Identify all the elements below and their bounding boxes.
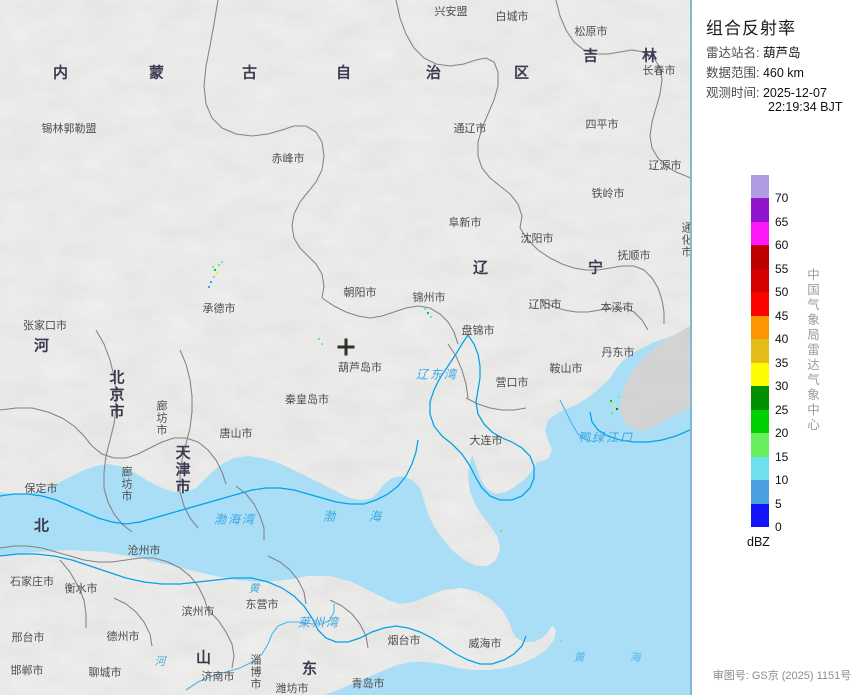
radar-echo-cell [210,281,212,283]
time-clock-value: 22:19:34 BJT [768,100,843,114]
colorbar-band-25 [751,409,769,434]
colorbar-band-5 [751,503,769,528]
colorbar-band-65 [751,221,769,246]
org-credit-char: 心 [807,418,821,432]
map-approval-number: 审图号: GS京 (2025) 1151号 [712,670,852,682]
colorbar-tick-35: 35 [775,355,789,370]
org-credit-char: 局 [807,328,821,342]
org-credit-char: 雷 [807,343,821,357]
radar-echo-cell [321,343,323,345]
page-title: 组合反射率 [706,19,796,38]
rivers [185,399,597,691]
radar-echo-cell [208,286,210,288]
info-panel: 组合反射率 雷达站名: 葫芦岛 数据范围: 460 km 观测时间: 2025-… [690,0,860,695]
radar-echo-cell [616,408,618,410]
radar-echo-cell [500,530,502,532]
radar-echo-cell [430,316,432,318]
radar-echo-cell [218,264,220,266]
colorbar-tick-50: 50 [775,285,789,300]
org-credit-char: 象 [807,388,821,402]
radar-echo-cell [618,396,620,398]
station-label: 雷达站名: [706,46,760,60]
range-label: 数据范围: [706,66,760,80]
radar-echo-cell [610,400,612,402]
radar-echo-cell [212,266,214,268]
colorbar-tick-65: 65 [775,214,789,229]
org-credit-char: 国 [807,283,821,297]
organization-credit: 中国气象局雷达气象中心 [804,268,824,433]
colorbar-tick-55: 55 [775,261,789,276]
colorbar-tick-40: 40 [775,332,789,347]
org-credit-char: 中 [807,268,821,282]
range-row: 数据范围: 460 km [706,62,804,81]
radar-echo-cell [214,269,216,271]
colorbar-tick-10: 10 [775,473,789,488]
colorbar-band-40 [751,339,769,364]
colorbar-tick-15: 15 [775,449,789,464]
org-credit-char: 达 [807,358,821,372]
colorbar-tick-60: 60 [775,238,789,253]
org-credit-char: 中 [807,403,821,417]
colorbar-band-10 [751,480,769,505]
colorbar-band-55 [751,268,769,293]
range-value: 460 km [762,66,804,80]
radar-echo-cell [216,272,218,274]
colorbar-band-30 [751,386,769,411]
colorbar-tick-25: 25 [775,402,789,417]
radar-echo-cell [427,312,429,314]
colorbar-band-15 [751,456,769,481]
colorbar-band-75 [751,175,769,199]
colorbar-band-45 [751,315,769,340]
org-credit-char: 气 [807,298,821,312]
radar-station-marker[interactable] [337,338,355,356]
station-row: 雷达站名: 葫芦岛 [706,42,800,61]
colorbar-tick-5: 5 [775,496,782,511]
radar-echo-cell [318,338,320,340]
colorbar-band-60 [751,245,769,270]
radar-echo-cell [213,276,215,278]
colorbar-tick-70: 70 [775,191,789,206]
colorbar-band-70 [751,198,769,223]
colorbar-band-20 [751,433,769,458]
radar-echo-cell [611,412,613,414]
colorbar-tick-30: 30 [775,379,789,394]
radar-echo-cell [424,308,426,310]
colorbar-band-35 [751,362,769,387]
time-label: 观测时间: [706,86,760,100]
reflectivity-colorbar: 70 65 60 55 50 45 40 35 30 25 20 15 10 5 0 [751,175,788,534]
colorbar-unit-label: dBZ [747,535,770,549]
radar-echo-cell [613,404,615,406]
time-row: 观测时间: 2025-12-07 [706,82,827,101]
colorbar-tick-45: 45 [775,308,789,323]
station-value: 葫芦岛 [762,46,801,60]
org-credit-char: 气 [807,373,821,387]
colorbar-band-50 [751,292,769,317]
org-credit-char: 象 [807,313,821,327]
colorbar-tick-0: 0 [775,520,782,534]
radar-echo-cell [221,261,223,263]
time-date-value: 2025-12-07 [762,86,827,100]
radar-echo-cell [560,640,562,642]
radar-map[interactable]: 内蒙古自治区吉林辽宁河北山东北京市 天津市 兴安盟 白城市 松原市 长春市 锡林郭勒盟 通辽市… [0,0,690,695]
province-boundaries [0,0,690,669]
time-clock-row: 22:19:34 BJT [768,100,842,114]
colorbar-tick-20: 20 [775,426,789,441]
